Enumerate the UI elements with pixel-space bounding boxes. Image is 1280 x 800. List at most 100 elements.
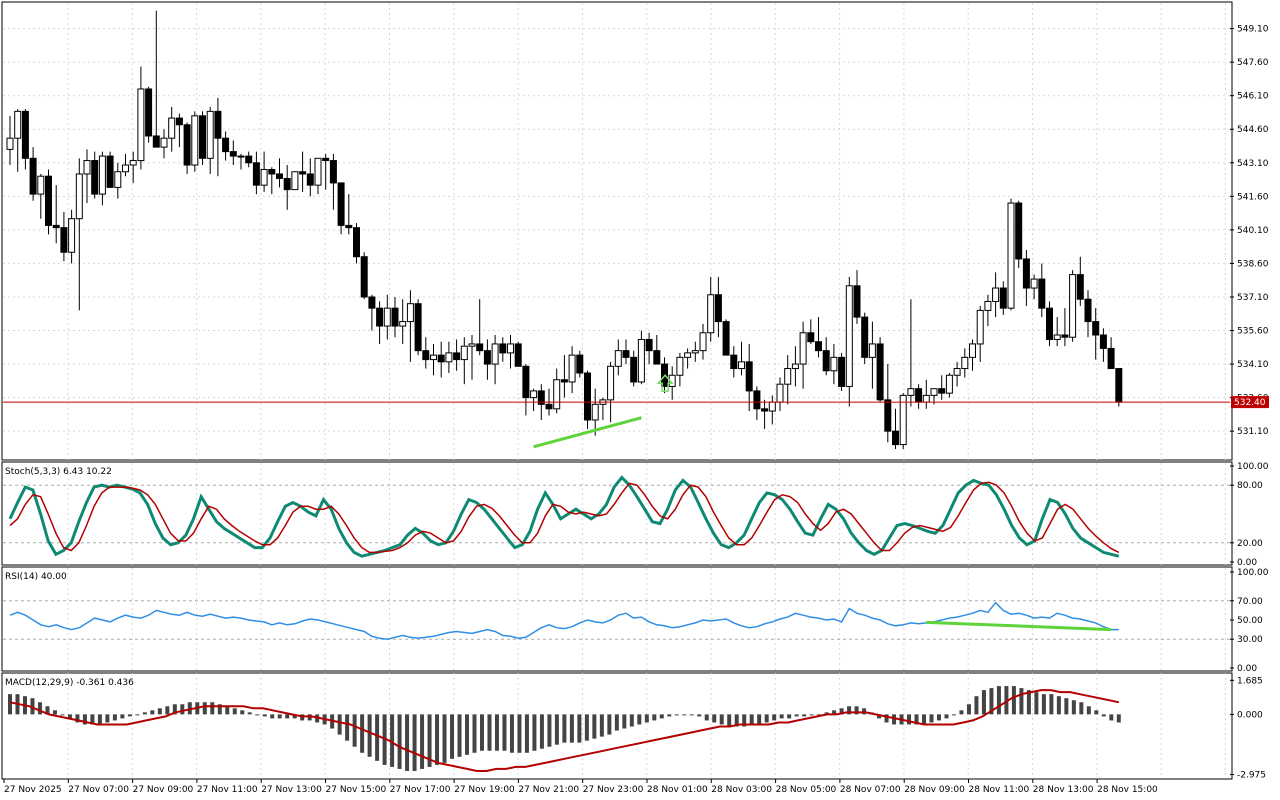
candle xyxy=(838,352,846,391)
candle-body xyxy=(345,224,353,229)
rsi-panel-frame[interactable] xyxy=(1,566,1233,672)
x-tick-label: 27 Nov 09:00 xyxy=(133,785,194,795)
candle xyxy=(1061,308,1069,347)
candle xyxy=(568,346,576,394)
candle-body xyxy=(1053,334,1061,340)
candle xyxy=(314,157,322,195)
candle xyxy=(1022,250,1030,306)
candle-body xyxy=(37,175,45,195)
candle-body xyxy=(114,171,122,188)
candle xyxy=(653,334,661,365)
candle-body xyxy=(876,343,884,401)
candle xyxy=(106,151,114,188)
candle-body xyxy=(514,343,522,367)
candle-body xyxy=(52,224,60,229)
macd-histogram-bar xyxy=(90,714,95,725)
candle xyxy=(1053,317,1061,347)
candle-body xyxy=(376,307,384,327)
candle xyxy=(283,165,291,210)
candle xyxy=(953,361,961,387)
candle-body xyxy=(576,354,584,374)
candle-body xyxy=(353,227,360,258)
candle-body xyxy=(460,345,468,361)
macd-histogram-bar xyxy=(914,714,919,725)
macd-histogram-bar xyxy=(442,714,447,763)
candle-body xyxy=(553,379,561,410)
macd-histogram-bar xyxy=(809,714,814,716)
x-tick-label: 27 Nov 21:00 xyxy=(518,785,579,795)
macd-histogram-bar xyxy=(277,714,282,719)
candle-body xyxy=(453,352,461,361)
candle-body xyxy=(476,343,484,352)
candle xyxy=(453,339,461,371)
candle-body xyxy=(1038,278,1046,309)
candle-body xyxy=(14,110,22,139)
candle xyxy=(276,158,283,188)
macd-histogram-bar xyxy=(532,714,537,751)
macd-histogram-bar xyxy=(97,714,102,725)
candle-body xyxy=(322,157,330,162)
macd-histogram-bar xyxy=(75,714,80,723)
stoch-panel-frame[interactable] xyxy=(1,461,1233,566)
candle xyxy=(329,153,337,210)
candle xyxy=(322,153,330,190)
macd-histogram-bar xyxy=(390,714,395,767)
candle-body xyxy=(999,287,1007,309)
macd-histogram-bar xyxy=(1086,706,1091,715)
macd-histogram-bar xyxy=(584,714,589,741)
macd-histogram-bar xyxy=(959,710,964,715)
candle xyxy=(868,321,876,389)
x-tick-label: 28 Nov 15:00 xyxy=(1097,785,1158,795)
candle xyxy=(160,129,168,159)
candle-body xyxy=(160,137,168,148)
macd-histogram-bar xyxy=(270,714,275,719)
current-price-badge xyxy=(1231,396,1269,409)
macd-histogram-bar xyxy=(659,714,664,719)
macd-tick-label: 1.685 xyxy=(1237,676,1263,686)
candle-body xyxy=(383,307,391,327)
candle xyxy=(499,337,507,362)
candle-body xyxy=(884,399,892,432)
macd-histogram-bar xyxy=(412,714,417,771)
macd-histogram-bar xyxy=(884,714,889,723)
candle xyxy=(168,106,176,152)
candle xyxy=(876,337,884,403)
macd-histogram-bar xyxy=(517,714,522,753)
candle-body xyxy=(391,307,399,327)
macd-histogram-bar xyxy=(1049,694,1054,715)
macd-histogram-bar xyxy=(120,714,125,719)
macd-histogram-bar xyxy=(539,714,544,749)
candle-body xyxy=(1022,258,1030,289)
macd-histogram-bar xyxy=(854,706,859,715)
macd-histogram-bar xyxy=(450,714,455,759)
candle-body xyxy=(1007,202,1015,309)
macd-histogram-bar xyxy=(674,714,679,716)
macd-histogram-bar xyxy=(599,714,604,737)
candle xyxy=(614,339,622,376)
candle-body xyxy=(91,160,99,195)
macd-histogram-bar xyxy=(577,714,582,743)
candle xyxy=(514,341,522,367)
candle xyxy=(622,339,630,365)
buy-arrow-icon xyxy=(656,374,674,392)
x-tick-label: 27 Nov 13:00 xyxy=(261,785,322,795)
macd-histogram-bar xyxy=(1011,686,1016,715)
macd-histogram-bar xyxy=(877,714,882,719)
macd-histogram-bar xyxy=(922,714,927,725)
price-panel-frame[interactable] xyxy=(1,1,1233,461)
candle-body xyxy=(222,137,230,153)
candle-body xyxy=(199,115,206,159)
candle-body xyxy=(537,390,545,405)
macd-histogram-bar xyxy=(764,714,769,723)
candle-body xyxy=(791,363,799,370)
candle xyxy=(491,334,499,385)
macd-histogram-bar xyxy=(1109,714,1114,721)
macd-tick-label: -2.975 xyxy=(1237,770,1266,780)
candle xyxy=(345,194,353,235)
macd-histogram-bar xyxy=(989,688,994,715)
candle-body xyxy=(306,173,314,186)
candle-body xyxy=(938,388,946,394)
price-tick-label: 543.10 xyxy=(1237,159,1269,169)
candle-body xyxy=(1046,307,1053,340)
